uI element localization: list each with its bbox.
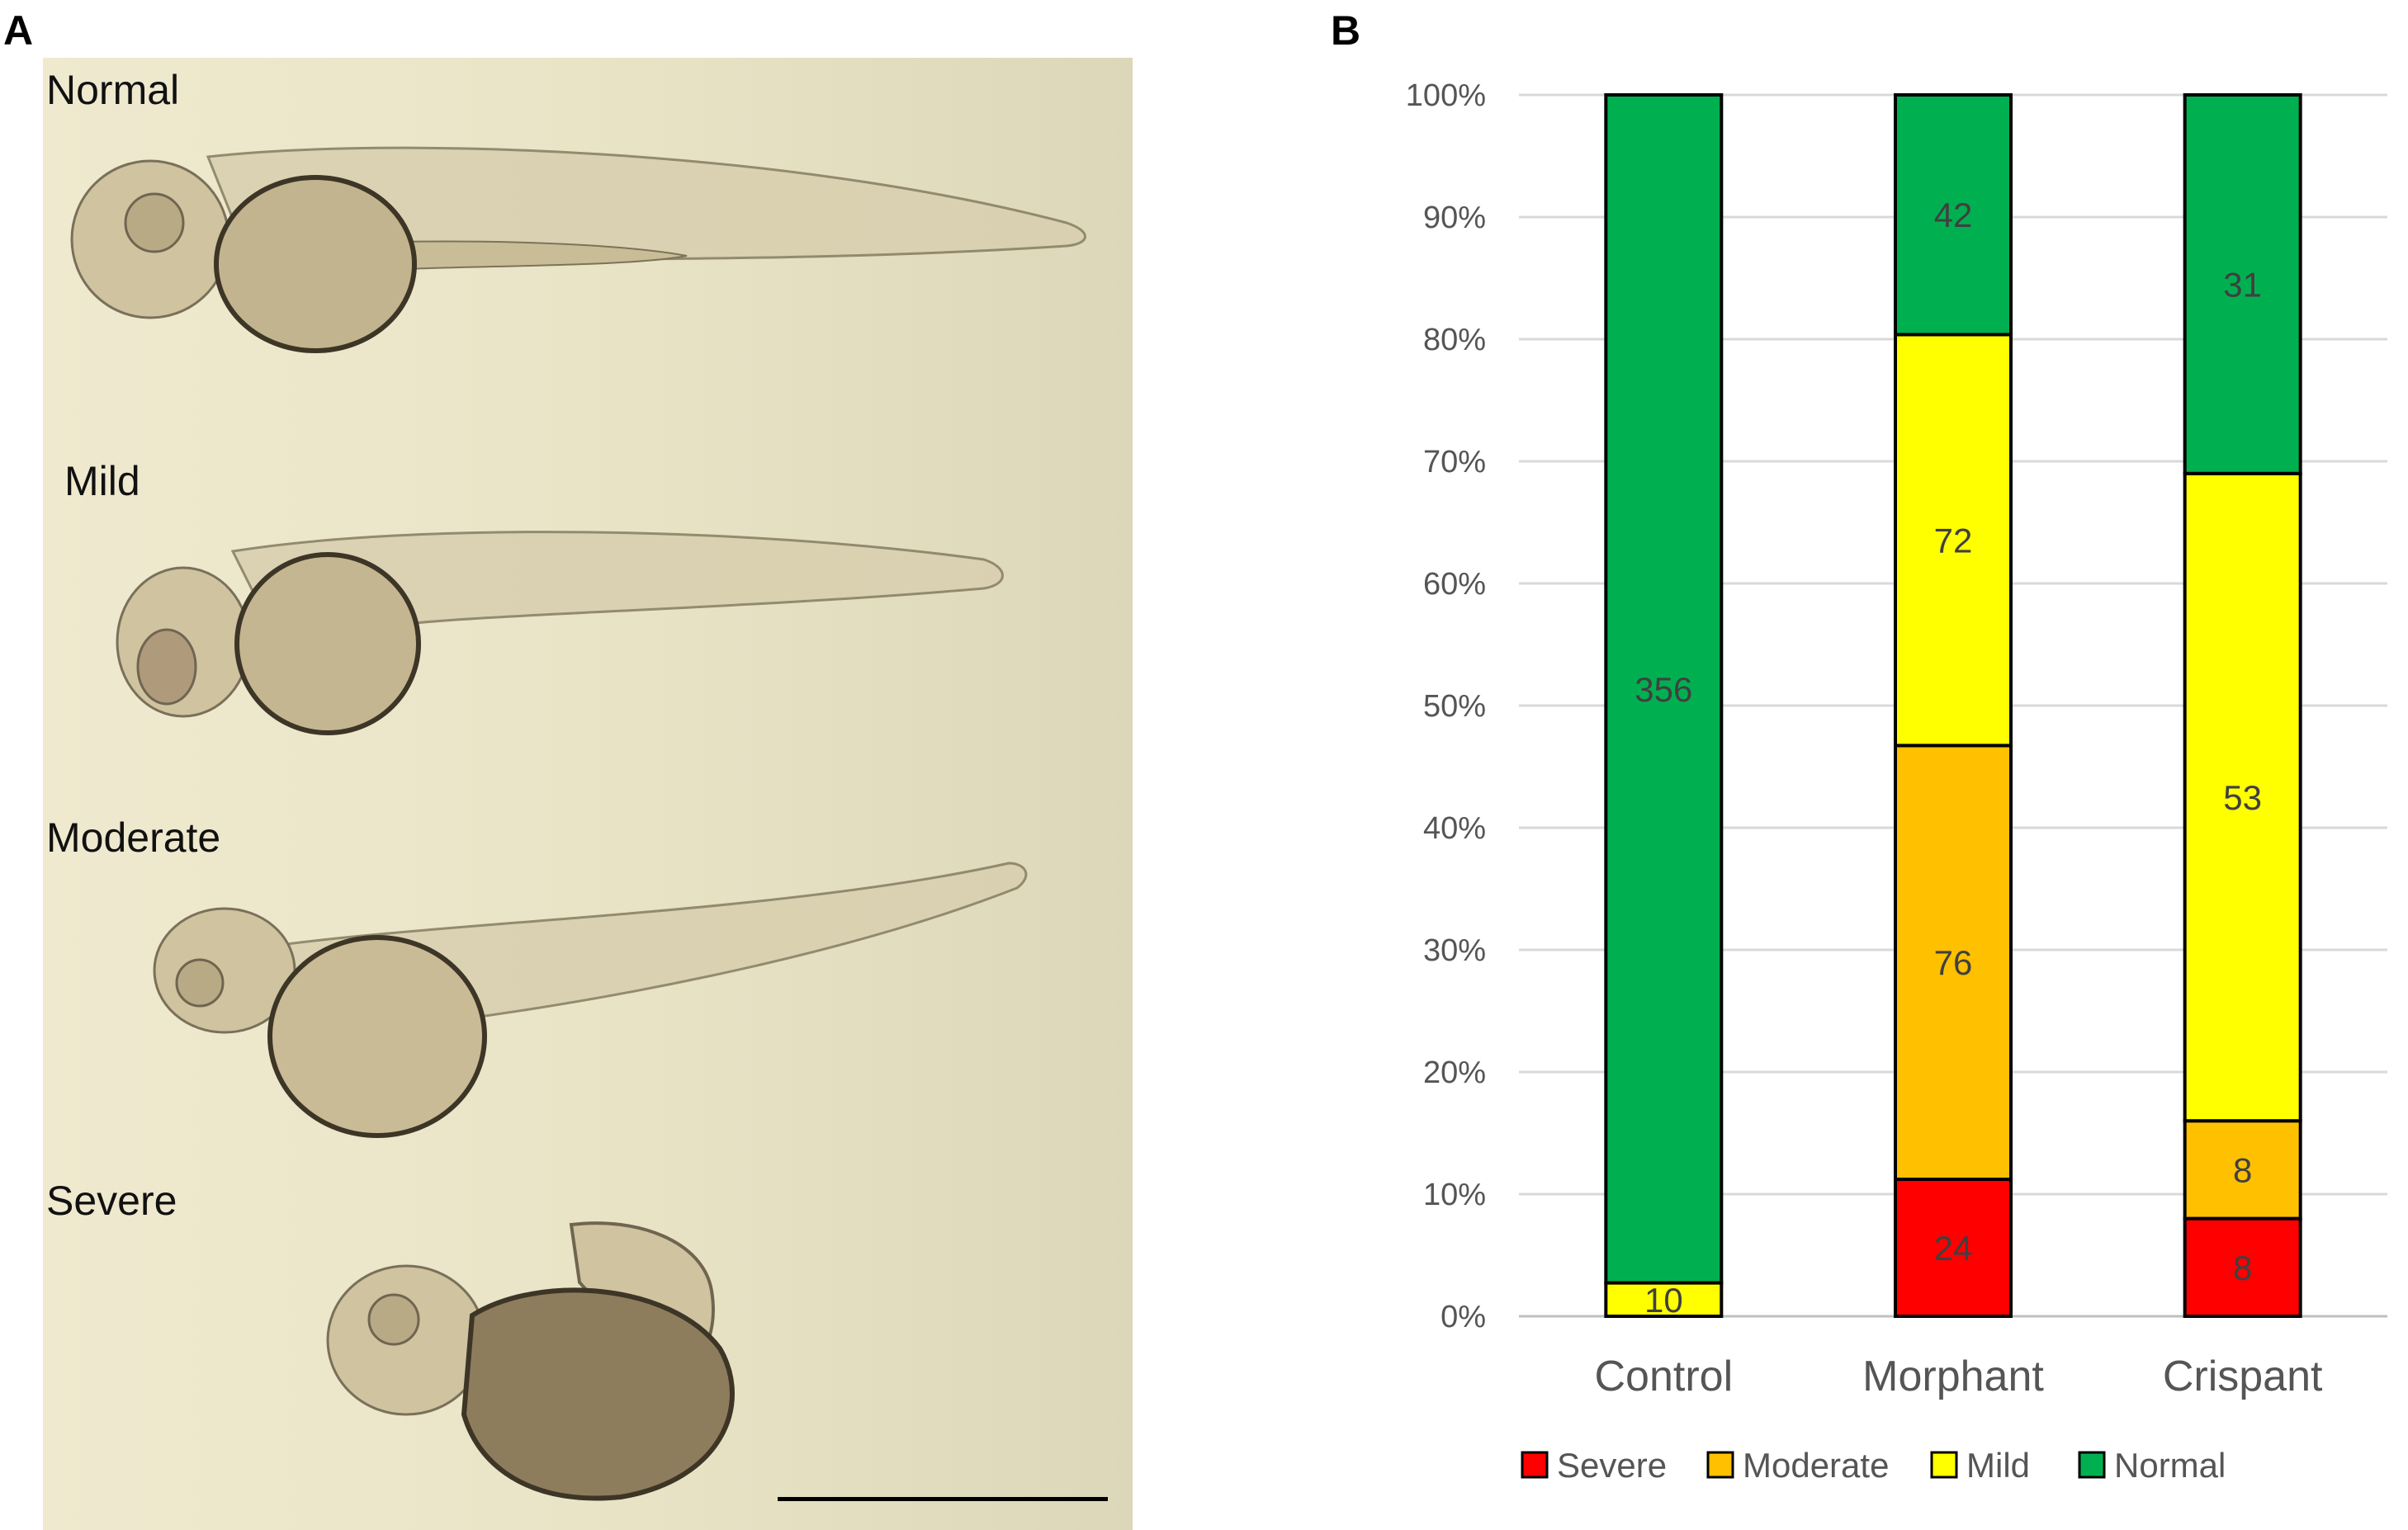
severe-embryo-image [326, 1221, 735, 1501]
mild-embryo-image [116, 531, 1004, 735]
y-tick-label: 20% [1423, 1055, 1486, 1090]
panel-b-letter: B [1331, 7, 1361, 54]
y-tick-label: 0% [1441, 1300, 1486, 1334]
bar-data-labels: 10 356 24 76 72 42 8 8 53 31 [1635, 196, 2262, 1320]
photo-strip-moderate: Moderate [43, 797, 1133, 1167]
category-label: Crispant [2163, 1353, 2323, 1400]
strip-label-moderate: Moderate [46, 815, 221, 861]
data-label: 31 [2223, 265, 2262, 304]
moderate-embryo-image [153, 862, 1028, 1138]
category-label: Morphant [1862, 1353, 2044, 1400]
legend-label: Severe [1557, 1446, 1667, 1485]
stacked-bar-chart: 0% 10% 20% 30% 40% 50% 60% 70% 80% 90% 100% 10 356 2… [1406, 78, 2387, 1485]
photo-strip-mild: Mild [43, 427, 1133, 797]
legend-swatch [1521, 1451, 1549, 1479]
bar-segment [1894, 93, 2013, 337]
y-tick-label: 30% [1423, 933, 1486, 968]
bar-segment [2183, 471, 2302, 1123]
data-label: 24 [1934, 1229, 1973, 1268]
legend-label: Normal [2114, 1446, 2226, 1485]
legend-swatch [1706, 1451, 1734, 1479]
data-label: 356 [1635, 670, 1692, 709]
category-label: Control [1595, 1353, 1734, 1400]
data-label: 8 [2233, 1249, 2252, 1287]
photo-strip-normal: Normal [43, 58, 1133, 427]
data-label: 42 [1934, 196, 1973, 234]
bar-segment [2183, 1216, 2302, 1318]
legend-swatch [2078, 1451, 2106, 1479]
data-label: 72 [1934, 521, 1973, 560]
legend-item: Severe [1521, 1446, 1667, 1485]
scale-bar [778, 1497, 1108, 1501]
legend: Severe Moderate Mild Normal [1521, 1446, 2226, 1485]
legend-item: Mild [1930, 1446, 2030, 1485]
data-label: 53 [2223, 778, 2262, 817]
strip-label-normal: Normal [46, 67, 180, 113]
bar-segment [1894, 744, 2013, 1182]
y-tick-label: 80% [1423, 323, 1486, 357]
y-tick-label: 60% [1423, 567, 1486, 602]
embryo-photo-panel: Normal Mild Moderate Severe [43, 58, 1133, 1530]
bar-segment [1894, 1178, 2013, 1318]
panel-a-letter: A [3, 7, 34, 54]
legend-label: Moderate [1743, 1446, 1889, 1485]
bar-segment [2183, 93, 2302, 475]
legend-label: Mild [1966, 1446, 2030, 1485]
bars [1604, 93, 2302, 1319]
data-label: 8 [2233, 1150, 2252, 1189]
legend-swatch [1930, 1451, 1958, 1479]
bar-segment [2183, 1119, 2302, 1221]
photo-strip-severe: Severe [43, 1167, 1133, 1530]
y-tick-label: 90% [1423, 201, 1486, 235]
x-axis-category-labels: Control Morphant Crispant [1595, 1353, 2324, 1400]
y-tick-label: 70% [1423, 445, 1486, 479]
y-tick-label: 10% [1423, 1178, 1486, 1212]
data-label: 10 [1644, 1281, 1683, 1320]
strip-label-mild: Mild [64, 458, 140, 504]
data-label: 76 [1934, 943, 1973, 982]
y-tick-label: 100% [1406, 78, 1486, 113]
bar-segment [1604, 93, 1724, 1285]
legend-item: Moderate [1706, 1446, 1889, 1485]
y-tick-label: 50% [1423, 689, 1486, 724]
legend-item: Normal [2078, 1446, 2226, 1485]
y-axis-tick-labels: 0% 10% 20% 30% 40% 50% 60% 70% 80% 90% 100% [1406, 78, 1486, 1334]
y-tick-label: 40% [1423, 811, 1486, 846]
normal-embryo-image [70, 146, 1086, 353]
strip-label-severe: Severe [46, 1178, 177, 1224]
